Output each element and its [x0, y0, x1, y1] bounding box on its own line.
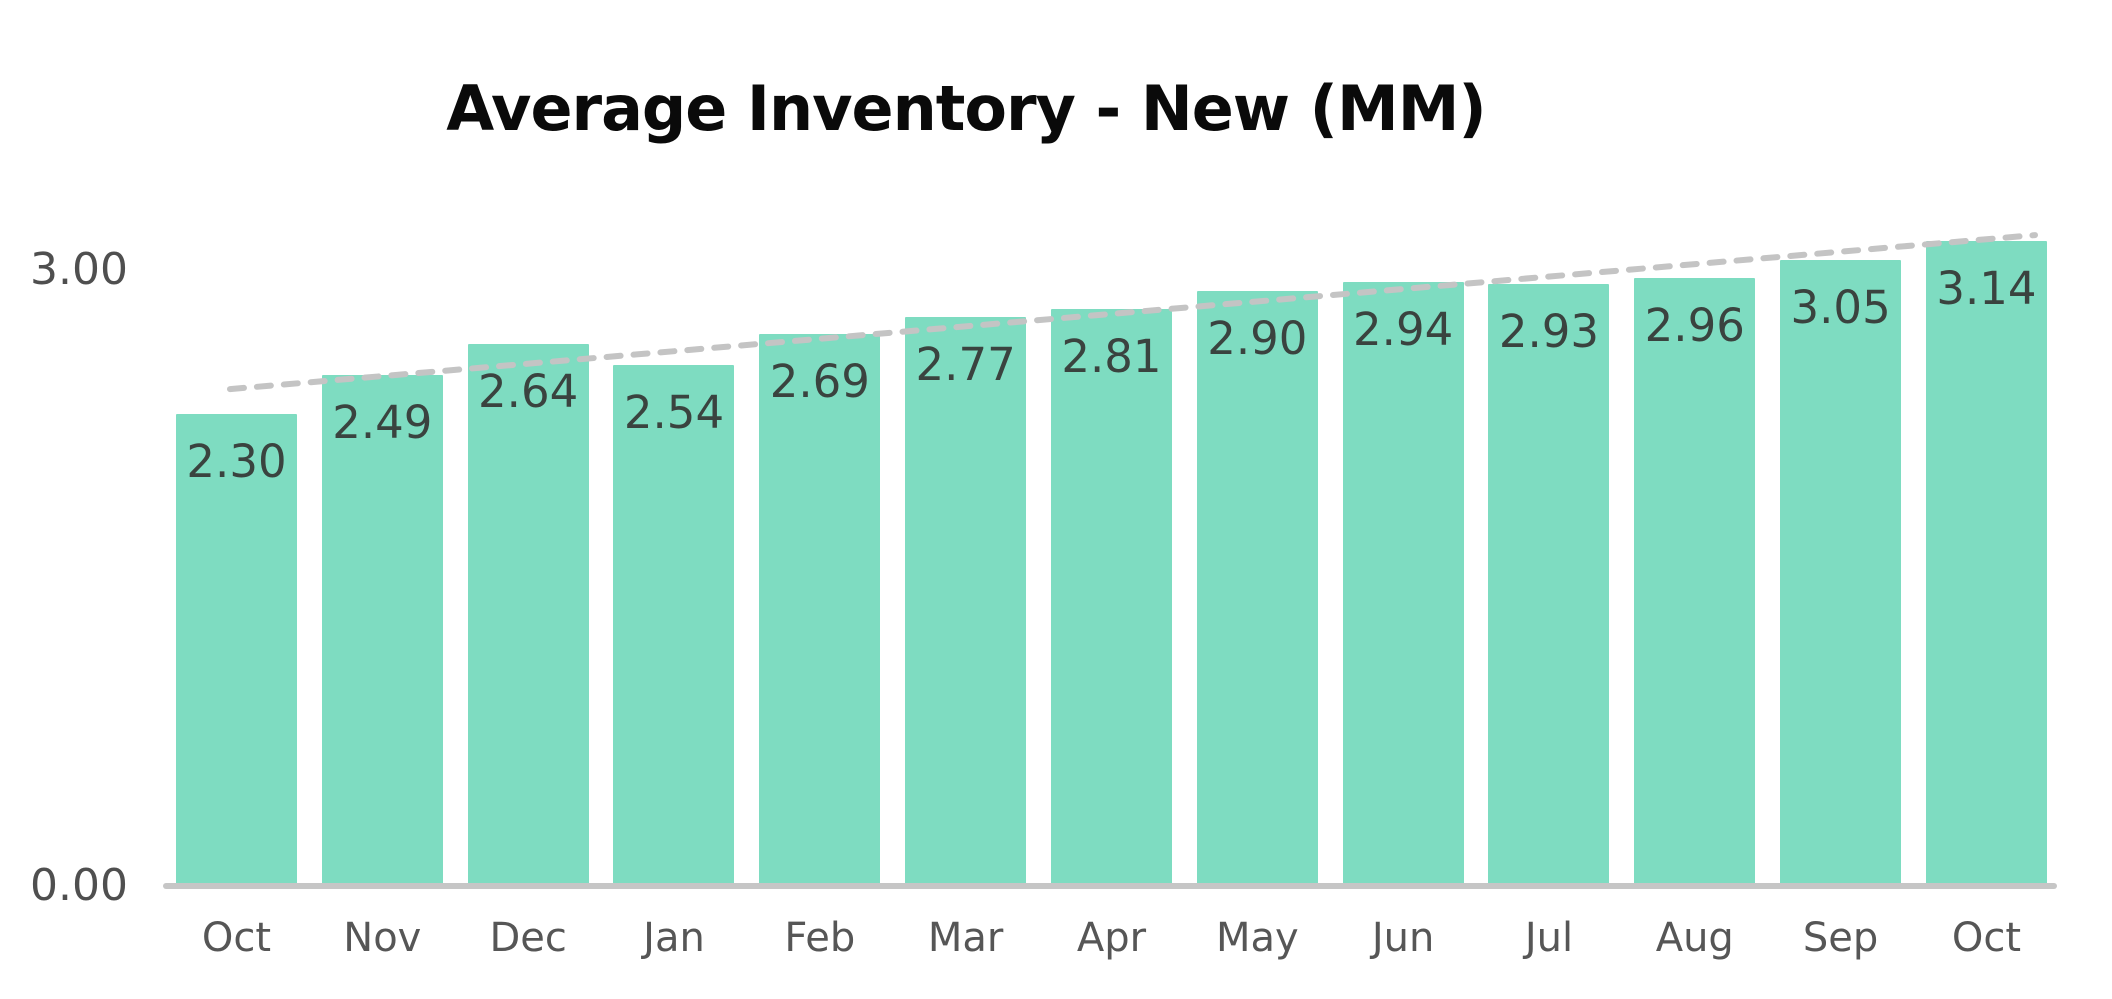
bar-value-label: 2.77 — [915, 338, 1016, 392]
x-axis-label-5: Mar — [927, 915, 1004, 961]
bar-3-jan: 2.54 — [613, 364, 735, 886]
bar-12-oct: 3.14 — [1925, 241, 2047, 886]
bar-8-jun: 2.94 — [1342, 282, 1464, 886]
bar-0-oct: 2.30 — [176, 413, 297, 886]
x-axis-label-9: Jul — [1524, 915, 1574, 961]
x-axis-label-3: Jan — [643, 915, 705, 961]
bar-value-label: 2.54 — [623, 385, 725, 439]
chart-title: Average Inventory - New (MM) — [446, 72, 1486, 145]
x-axis-label-7: May — [1215, 915, 1299, 961]
bar-9-jul: 2.93 — [1488, 284, 1610, 886]
bar-value-label: 2.93 — [1498, 305, 1600, 359]
x-axis-label-10: Aug — [1655, 915, 1734, 961]
x-axis-label-0: Oct — [201, 915, 272, 961]
bar-value-label: 2.94 — [1353, 303, 1454, 357]
bar-value-label: 2.69 — [769, 354, 870, 408]
bar-6-apr: 2.81 — [1050, 309, 1172, 886]
bar-value-label: 2.49 — [332, 395, 433, 449]
x-axis-label-1: Nov — [343, 915, 422, 961]
bar-10-aug: 2.96 — [1634, 278, 1756, 886]
bar-11-sep: 3.05 — [1780, 259, 1902, 886]
bar-value-label: 3.05 — [1790, 280, 1891, 334]
x-axis-label-4: Feb — [784, 915, 856, 961]
bar-value-label: 3.14 — [1936, 262, 2037, 316]
x-axis-label-8: Jun — [1371, 915, 1435, 961]
bar-value-label: 2.90 — [1207, 311, 1308, 365]
y-axis-tick-min: 0.00 — [30, 860, 128, 911]
x-axis-label-11: Sep — [1802, 915, 1879, 961]
x-axis-labels: Oct Nov Dec Jan Feb Mar Apr May Jun Jul Aug Sep Oct — [176, 913, 2047, 963]
bar-2-dec: 2.64 — [467, 343, 589, 886]
bar-4-feb: 2.69 — [759, 333, 881, 886]
bar-1-nov: 2.49 — [321, 374, 443, 886]
x-axis-label-2: Dec — [489, 915, 567, 961]
x-axis-label-12: Oct — [1951, 915, 2022, 961]
plot-area: 2.30 2.49 2.64 2.54 2.69 2.77 2.81 2.90 2.94 2.93… — [176, 0, 2047, 886]
bar-7-may: 2.90 — [1196, 290, 1318, 886]
bar-value-label: 2.81 — [1061, 330, 1162, 383]
bar-value-label: 2.30 — [186, 434, 287, 488]
bar-5-mar: 2.77 — [905, 317, 1027, 886]
bar-value-label: 2.96 — [1644, 299, 1745, 353]
x-axis-line — [163, 883, 2057, 889]
y-axis-tick-max: 3.00 — [30, 244, 128, 295]
bar-value-label: 2.64 — [478, 364, 579, 418]
x-axis-label-6: Apr — [1076, 915, 1147, 961]
